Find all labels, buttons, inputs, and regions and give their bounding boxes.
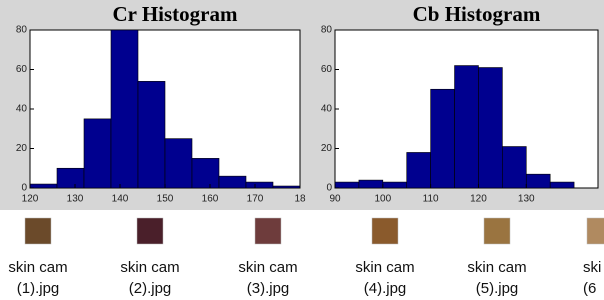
y-tick-label: 20 <box>321 143 333 154</box>
y-tick-label: 0 <box>21 183 27 194</box>
bar <box>359 180 383 188</box>
file-name[interactable]: skin cam <box>467 259 526 276</box>
thumbnail[interactable] <box>484 218 510 244</box>
x-tick-label: 150 <box>157 194 174 205</box>
x-tick-label: 160 <box>202 194 219 205</box>
x-tick-label: 130 <box>518 194 535 205</box>
bar <box>165 139 192 188</box>
file-name[interactable]: (3).jpg <box>247 280 290 297</box>
bar <box>219 176 246 188</box>
y-tick-label: 80 <box>16 25 28 36</box>
bar <box>407 152 431 188</box>
y-tick-label: 60 <box>321 64 333 75</box>
bar <box>335 182 359 188</box>
canvas: Cr Histogram 0 20 40 60 80 120 130 140 150 160 170 1… <box>0 0 604 300</box>
thumbnail[interactable] <box>372 218 398 244</box>
bar <box>550 182 574 188</box>
bar <box>30 184 57 188</box>
x-tick-label: 90 <box>329 194 341 205</box>
thumbnail[interactable] <box>255 218 281 244</box>
file-name[interactable]: ski <box>583 259 601 276</box>
y-tick-label: 0 <box>326 183 332 194</box>
file-name[interactable]: (6 <box>583 280 596 297</box>
x-tick-label: 100 <box>374 194 391 205</box>
y-tick-label: 20 <box>16 143 28 154</box>
y-tick-label: 40 <box>321 104 333 115</box>
bar <box>431 89 455 188</box>
thumbnail[interactable] <box>137 218 163 244</box>
chart-title: Cb Histogram <box>413 2 541 26</box>
x-tick-label: 120 <box>22 194 39 205</box>
file-name[interactable]: (4).jpg <box>364 280 407 297</box>
x-tick-label: 170 <box>247 194 264 205</box>
bar <box>84 119 111 188</box>
file-name[interactable]: (5).jpg <box>476 280 519 297</box>
bar <box>478 68 502 188</box>
bar <box>526 174 550 188</box>
bar <box>111 30 138 188</box>
file-name[interactable]: skin cam <box>8 259 67 276</box>
x-tick-label: 18 <box>294 194 306 205</box>
y-tick-label: 60 <box>16 64 28 75</box>
file-name[interactable]: skin cam <box>238 259 297 276</box>
bar <box>502 147 526 188</box>
chart-title: Cr Histogram <box>112 2 238 26</box>
bar <box>57 168 84 188</box>
file-name[interactable]: (2).jpg <box>129 280 172 297</box>
x-tick-label: 130 <box>67 194 84 205</box>
screenshot: Cr Histogram 0 20 40 60 80 120 130 140 150 160 170 1… <box>0 0 604 300</box>
bar <box>138 81 165 188</box>
x-tick-label: 120 <box>470 194 487 205</box>
bar <box>273 186 300 188</box>
bar <box>192 158 219 188</box>
bar <box>455 66 479 188</box>
thumbnail[interactable] <box>587 218 604 244</box>
y-tick-label: 80 <box>321 25 333 36</box>
bar <box>383 182 407 188</box>
file-name[interactable]: skin cam <box>120 259 179 276</box>
y-tick-label: 40 <box>16 104 28 115</box>
x-tick-label: 140 <box>112 194 129 205</box>
x-tick-label: 110 <box>423 194 439 205</box>
file-name[interactable]: (1).jpg <box>17 280 60 297</box>
file-name[interactable]: skin cam <box>355 259 414 276</box>
bar <box>246 182 273 188</box>
thumbnail[interactable] <box>25 218 51 244</box>
